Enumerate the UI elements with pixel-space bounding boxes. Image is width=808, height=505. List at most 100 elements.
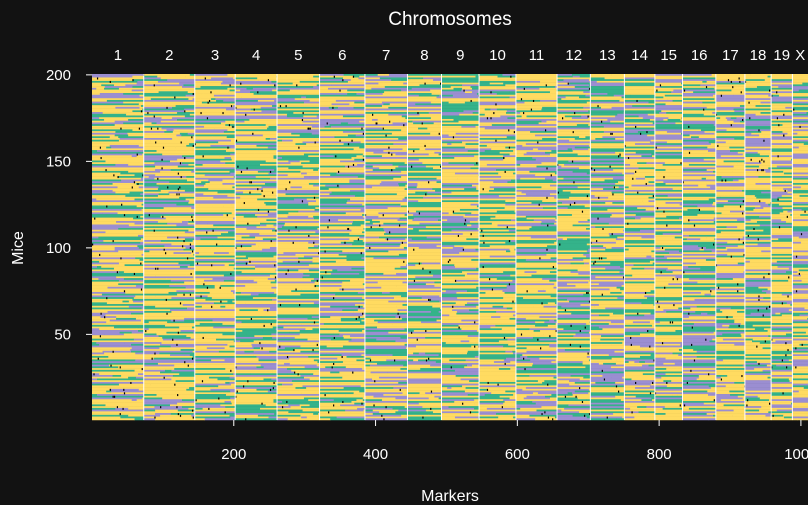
heatmap-cell	[257, 198, 278, 201]
heatmap-cell	[624, 186, 629, 189]
heatmap-cell	[777, 196, 793, 199]
heatmap-cell	[654, 221, 667, 224]
heatmap-cell	[654, 84, 683, 87]
heatmap-cell	[463, 245, 480, 248]
heatmap-cell	[120, 231, 145, 234]
heatmap-cell	[471, 212, 480, 215]
heatmap-cell	[235, 165, 266, 168]
heatmap-cell	[319, 188, 330, 191]
heatmap-cell	[364, 174, 390, 177]
heatmap-cell	[526, 295, 551, 298]
heatmap-cell	[259, 233, 278, 236]
heatmap-cell	[187, 250, 196, 253]
heatmap-cell	[744, 243, 758, 246]
heatmap-cell	[174, 238, 186, 241]
heatmap-cell	[260, 158, 278, 161]
heatmap-cell	[682, 212, 717, 215]
heatmap-cell	[232, 117, 236, 120]
heatmap-cell	[301, 172, 308, 175]
heatmap-cell	[682, 75, 717, 78]
heatmap-cell	[415, 210, 435, 213]
heatmap-cell	[682, 163, 690, 166]
heatmap-cell	[705, 203, 713, 206]
heatmap-cell	[624, 125, 656, 128]
heatmap-cell	[347, 80, 366, 83]
heatmap-cell	[292, 139, 320, 142]
heatmap-cell	[394, 98, 408, 101]
heatmap-cell	[715, 272, 746, 275]
heatmap-cell	[479, 96, 510, 99]
heatmap-cell	[581, 115, 591, 118]
heatmap-cell	[407, 77, 424, 80]
heatmap-cell	[557, 247, 581, 249]
heatmap-cell	[353, 106, 366, 109]
heatmap-cell	[441, 264, 455, 267]
heatmap-cell	[771, 195, 783, 198]
heatmap-cell	[284, 262, 319, 265]
heatmap-cell	[557, 217, 591, 220]
heatmap-cell	[682, 281, 698, 284]
heatmap-cell	[744, 80, 751, 83]
heatmap-cell	[235, 163, 261, 166]
heatmap-cell	[715, 160, 724, 163]
heatmap-cell	[327, 74, 344, 76]
heatmap-cell	[227, 195, 236, 198]
heatmap-cell	[364, 155, 383, 158]
heatmap-cell	[92, 186, 118, 189]
heatmap-cell	[565, 96, 580, 99]
heatmap-cell	[348, 252, 366, 255]
heatmap-cell	[715, 285, 746, 288]
heatmap-cell	[319, 266, 349, 269]
heatmap-cell	[277, 221, 297, 224]
heatmap-cell	[715, 229, 746, 232]
heatmap-cell	[143, 217, 167, 220]
heatmap-cell	[441, 231, 480, 234]
heatmap-cell	[557, 93, 591, 96]
heatmap-cell	[143, 113, 191, 116]
heatmap-cell	[590, 181, 609, 184]
heatmap-cell	[561, 98, 591, 101]
heatmap-cell	[143, 176, 150, 179]
heatmap-cell	[441, 288, 480, 291]
heatmap-cell	[319, 167, 351, 170]
heatmap-cell	[407, 262, 422, 265]
heatmap-cell	[479, 193, 517, 196]
heatmap-cell	[138, 234, 145, 237]
heatmap-cell	[733, 86, 746, 89]
heatmap-cell	[194, 231, 229, 234]
heatmap-cell	[92, 260, 100, 263]
heatmap-cell	[771, 139, 793, 142]
heatmap-cell	[604, 179, 620, 182]
heatmap-cell	[393, 252, 399, 255]
heatmap-cell	[792, 160, 808, 163]
heatmap-cell	[557, 250, 582, 253]
heatmap-cell	[697, 281, 717, 284]
heatmap-cell	[771, 240, 793, 243]
heatmap-cell	[194, 305, 203, 308]
heatmap-cell	[143, 290, 177, 293]
heatmap-cell	[682, 208, 688, 211]
heatmap-cell	[557, 266, 577, 269]
heatmap-cell	[138, 148, 145, 151]
heatmap-cell	[437, 219, 442, 222]
heatmap-cell	[235, 89, 241, 92]
heatmap-cell	[460, 281, 480, 284]
heatmap-cell	[771, 182, 793, 185]
heatmap-cell	[216, 99, 224, 102]
heatmap-cell	[391, 240, 406, 243]
heatmap-cell	[763, 233, 772, 236]
heatmap-cell	[319, 271, 354, 274]
heatmap-cell	[148, 305, 156, 308]
heatmap-cell	[398, 236, 408, 239]
heatmap-cell	[260, 138, 266, 140]
heatmap-cell	[165, 125, 196, 128]
heatmap-cell	[407, 300, 430, 303]
heatmap-cell	[459, 252, 480, 255]
heatmap-cell	[331, 103, 350, 106]
heatmap-cell	[706, 80, 717, 83]
heatmap-cell	[314, 136, 320, 139]
heatmap-cell	[654, 75, 683, 78]
heatmap-cell	[319, 139, 357, 142]
heatmap-cell	[143, 120, 162, 123]
heatmap-cell	[153, 101, 196, 104]
